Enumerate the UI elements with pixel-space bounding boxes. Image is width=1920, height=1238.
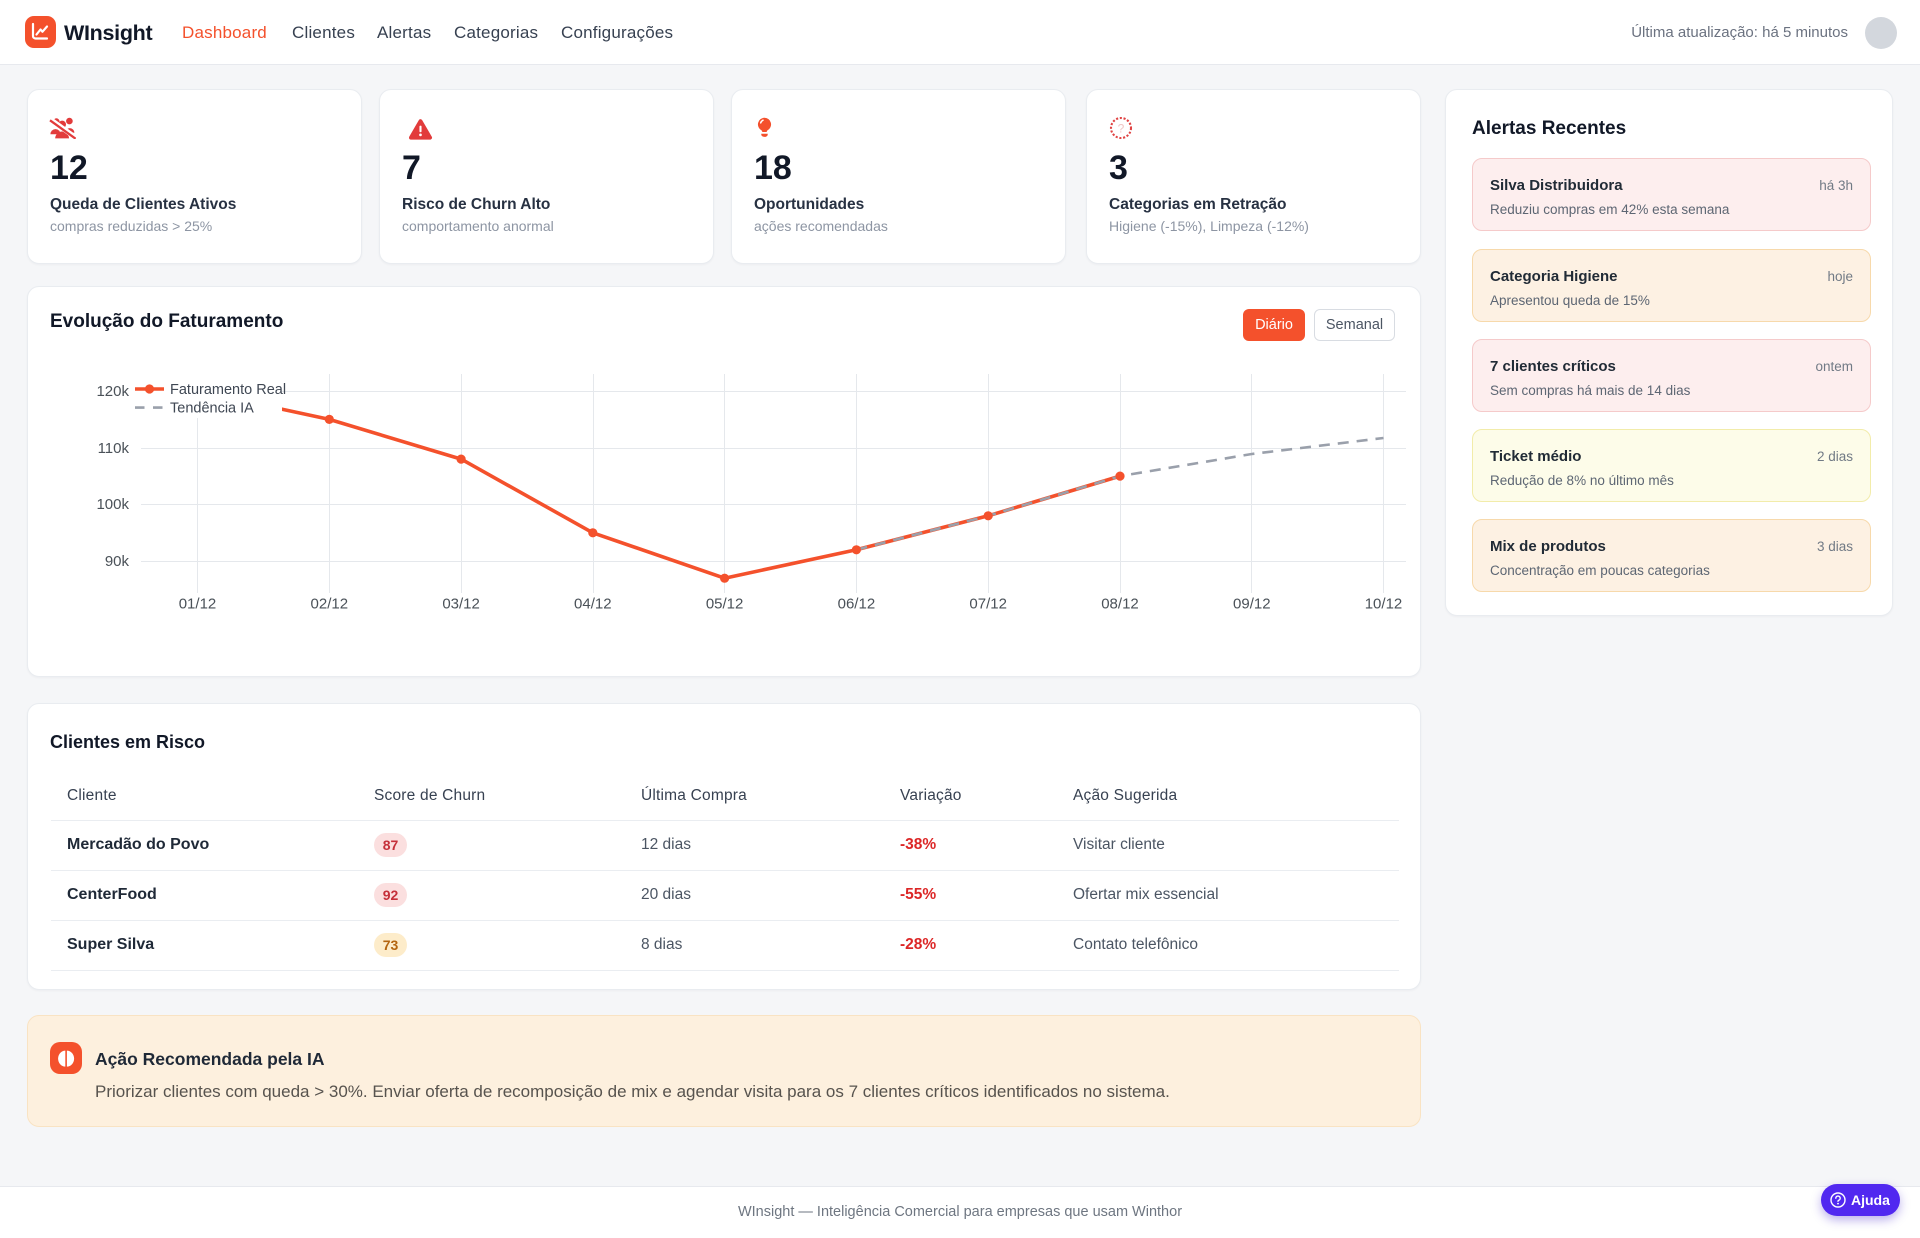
svg-text:Tendência IA: Tendência IA — [170, 401, 254, 417]
svg-text:?: ? — [1118, 121, 1125, 135]
svg-text:07/12: 07/12 — [969, 596, 1007, 613]
svg-text:08/12: 08/12 — [1101, 596, 1139, 613]
svg-text:09/12: 09/12 — [1233, 596, 1271, 613]
svg-text:Faturamento Real: Faturamento Real — [170, 382, 286, 398]
svg-text:100k: 100k — [96, 496, 129, 513]
svg-text:02/12: 02/12 — [311, 596, 349, 613]
svg-text:04/12: 04/12 — [574, 596, 612, 613]
svg-text:120k: 120k — [96, 383, 129, 400]
svg-text:06/12: 06/12 — [838, 596, 876, 613]
svg-text:110k: 110k — [98, 440, 130, 457]
svg-text:10/12: 10/12 — [1365, 596, 1403, 613]
svg-text:03/12: 03/12 — [442, 596, 480, 613]
svg-text:01/12: 01/12 — [179, 596, 217, 613]
svg-text:05/12: 05/12 — [706, 596, 744, 613]
svg-text:90k: 90k — [105, 553, 130, 570]
